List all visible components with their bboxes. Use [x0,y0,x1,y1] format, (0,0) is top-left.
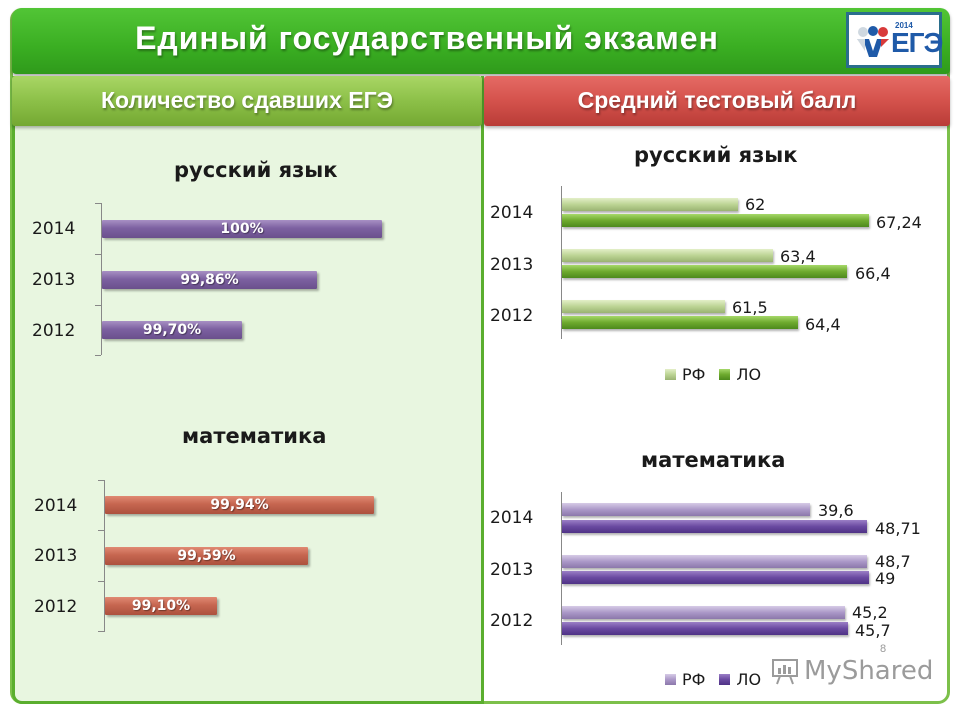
bar-value: 99,70% [142,322,202,338]
slide-title: Единый государственный экзамен [135,20,719,56]
axis-tick [95,203,101,204]
bar-russian-2012: 99,70% [102,321,242,339]
value-label: 48,71 [875,519,921,538]
bar-rf-russian-2013 [562,249,773,262]
right-panel-heading: Средний тестовый балл [484,76,950,126]
bar-rf-russian-2012 [562,300,725,313]
year-label: 2014 [34,496,78,516]
people-icon [857,26,889,57]
bar-value: 99,86% [180,272,239,288]
left-russian-title: русский язык [174,158,338,182]
bar-value: 100% [220,221,264,237]
bar-rf-math-2014 [562,503,810,516]
value-label: 66,4 [855,264,891,283]
axis-tick [95,254,101,255]
axis-tick [95,355,101,356]
right-math-axis [561,492,562,645]
value-label: 64,4 [805,315,841,334]
left-russian-axis [101,203,102,355]
right-math-title: математика [641,448,786,472]
value-label: 49 [875,569,896,588]
year-label: 2013 [490,560,534,580]
left-panel-heading: Количество сдавших ЕГЭ [12,76,482,126]
bar-rf-russian-2014 [562,198,738,211]
value-label: 39,6 [818,501,854,520]
presentation-board-icon [772,659,798,685]
logo-text: ЕГЭ [891,27,943,58]
legend-swatch-rf [665,674,676,685]
bar-lo-russian-2012 [562,316,798,329]
left-math-title: математика [182,424,327,448]
year-label: 2012 [32,321,76,341]
legend-swatch-lo [719,369,731,380]
year-label: 2014 [490,203,534,223]
legend-label-rf: РФ [682,670,706,689]
bar-lo-russian-2013 [562,265,847,278]
value-label: 45,2 [852,603,888,622]
left-math-axis [104,480,105,632]
watermark-text: MyShared [804,656,934,686]
bar-lo-math-2013 [562,571,869,584]
page-number: 8 [880,643,887,655]
bar-rf-math-2013 [562,555,867,568]
axis-tick [98,581,104,582]
year-label: 2012 [34,597,78,617]
year-label: 2013 [32,270,76,290]
value-label: 45,7 [855,621,891,640]
ege-logo: 2014 ЕГЭ [846,12,943,68]
bar-math-2014: 99,94% [105,496,374,514]
bar-rf-math-2012 [562,606,845,619]
logo-year: 2014 [895,21,913,30]
legend-russian: РФ ЛО [665,365,761,384]
year-label: 2013 [34,546,78,566]
title-bar: Единый государственный экзамен [12,8,950,74]
bar-russian-2013: 99,86% [102,271,317,289]
value-label: 48,7 [875,552,911,571]
legend-label-lo: ЛО [736,670,762,689]
value-label: 61,5 [732,298,768,317]
year-label: 2014 [32,219,76,239]
year-label: 2012 [490,306,534,326]
right-russian-title: русский язык [634,143,798,167]
axis-tick [98,480,104,481]
year-label: 2012 [490,611,534,631]
bar-russian-2014: 100% [102,220,382,238]
year-label: 2014 [490,508,534,528]
bar-value: 99,10% [131,598,191,614]
legend-label-rf: РФ [682,365,706,384]
left-heading-text: Количество сдавших ЕГЭ [101,87,393,113]
axis-tick [98,530,104,531]
watermark: MyShared [770,656,933,686]
bar-value: 99,94% [210,497,269,513]
bar-lo-math-2012 [562,622,848,635]
value-label: 67,24 [876,213,922,232]
axis-tick [98,631,104,632]
right-heading-text: Средний тестовый балл [577,87,857,113]
bar-lo-russian-2014 [562,214,869,227]
bar-value: 99,59% [177,548,236,564]
value-label: 62 [745,195,766,214]
right-russian-axis [561,186,562,339]
axis-tick [95,305,101,306]
left-panel [12,76,484,704]
bar-math-2012: 99,10% [105,597,217,615]
legend-swatch-rf [665,369,676,380]
year-label: 2013 [490,255,534,275]
legend-math: РФ ЛО [665,670,761,689]
legend-swatch-lo [719,674,731,685]
legend-label-lo: ЛО [736,365,762,384]
bar-lo-math-2014 [562,520,867,533]
value-label: 63,4 [780,247,816,266]
bar-math-2013: 99,59% [105,547,308,565]
